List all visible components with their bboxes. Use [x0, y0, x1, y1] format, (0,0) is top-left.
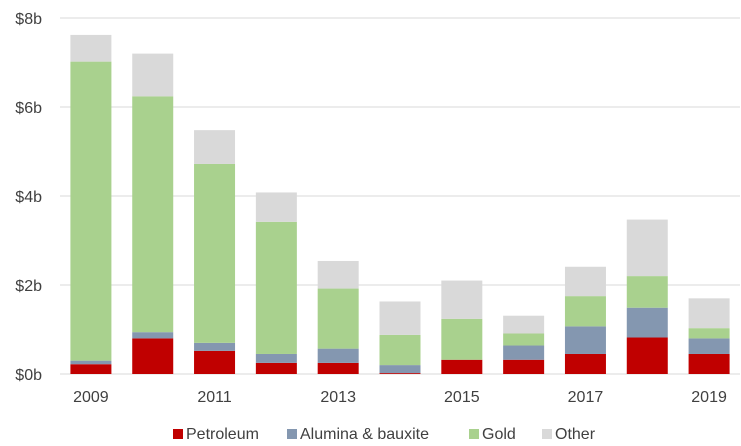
- bars: [70, 34, 730, 374]
- bar-alumina-bauxite-2013: [317, 348, 359, 363]
- x-tick-label: 2015: [444, 389, 480, 406]
- bar-gold-2018: [626, 276, 668, 308]
- bar-alumina-bauxite-2011: [194, 342, 236, 351]
- x-tick-label: 2009: [73, 389, 109, 406]
- y-tick-label: $4b: [15, 189, 42, 206]
- bar-gold-2013: [317, 288, 359, 349]
- bar-other-2013: [317, 260, 359, 289]
- y-tick-label: $6b: [15, 100, 42, 117]
- bar-alumina-bauxite-2017: [564, 326, 606, 354]
- legend-label-alumina-bauxite: Alumina & bauxite: [300, 426, 429, 443]
- bar-gold-2012: [255, 221, 297, 354]
- y-axis-tick-labels: $0b $2b $4b $6b $8b: [15, 11, 42, 384]
- bar-other-2009: [70, 34, 112, 62]
- bar-alumina-bauxite-2010: [132, 332, 174, 339]
- bar-other-2019: [688, 298, 730, 329]
- bar-gold-2019: [688, 328, 730, 339]
- bar-other-2016: [503, 315, 545, 334]
- bar-petroleum-2019: [688, 353, 730, 374]
- bar-gold-2014: [379, 334, 421, 366]
- bar-alumina-bauxite-2018: [626, 307, 668, 338]
- bar-petroleum-2011: [194, 350, 236, 374]
- bar-alumina-bauxite-2019: [688, 338, 730, 354]
- bar-petroleum-2014: [379, 373, 421, 374]
- legend-label-gold: Gold: [482, 426, 516, 443]
- bar-petroleum-2012: [255, 362, 297, 374]
- legend: Petroleum Alumina & bauxite Gold Other: [173, 426, 596, 443]
- x-axis-tick-labels: 2009 2011 2013 2015 2017 2019: [73, 389, 727, 406]
- y-tick-label: $8b: [15, 11, 42, 28]
- legend-swatch-other: [542, 429, 552, 439]
- bar-alumina-bauxite-2016: [503, 345, 545, 360]
- legend-swatch-alumina-bauxite: [287, 429, 297, 439]
- bar-other-2010: [132, 53, 174, 97]
- bar-gold-2017: [564, 296, 606, 327]
- legend-swatch-petroleum: [173, 429, 183, 439]
- bar-gold-2015: [441, 318, 483, 360]
- x-tick-label: 2013: [320, 389, 356, 406]
- bar-other-2017: [564, 266, 606, 297]
- bar-gold-2009: [70, 61, 112, 361]
- bar-petroleum-2016: [503, 359, 545, 374]
- x-tick-label: 2019: [691, 389, 727, 406]
- bar-petroleum-2013: [317, 362, 359, 374]
- bar-other-2014: [379, 301, 421, 335]
- bar-petroleum-2009: [70, 364, 112, 374]
- legend-swatch-gold: [469, 429, 479, 439]
- bar-petroleum-2010: [132, 338, 174, 374]
- gridlines: [60, 17, 740, 375]
- legend-label-other: Other: [555, 426, 596, 443]
- bar-gold-2016: [503, 333, 545, 346]
- legend-label-petroleum: Petroleum: [186, 426, 259, 443]
- bar-alumina-bauxite-2012: [255, 353, 297, 363]
- bar-petroleum-2017: [564, 353, 606, 374]
- x-tick-label: 2011: [197, 389, 232, 406]
- y-tick-label: $0b: [15, 367, 42, 384]
- y-tick-label: $2b: [15, 278, 42, 295]
- x-tick-label: 2017: [568, 389, 604, 406]
- bar-petroleum-2015: [441, 359, 483, 374]
- bar-alumina-bauxite-2014: [379, 365, 421, 374]
- bar-gold-2011: [194, 163, 236, 343]
- bar-other-2015: [441, 280, 483, 319]
- bar-other-2018: [626, 219, 668, 277]
- bar-petroleum-2018: [626, 337, 668, 374]
- bar-other-2011: [194, 130, 236, 164]
- bar-other-2012: [255, 192, 297, 222]
- bar-alumina-bauxite-2009: [70, 360, 112, 365]
- bar-gold-2010: [132, 96, 174, 333]
